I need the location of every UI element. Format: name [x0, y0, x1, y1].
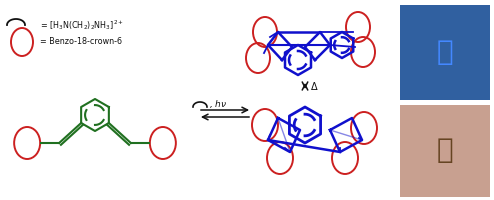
Text: 🦋: 🦋 [437, 38, 453, 66]
Text: = Benzo-18-crown-6: = Benzo-18-crown-6 [40, 38, 122, 46]
Text: , $h\nu$: , $h\nu$ [209, 98, 227, 110]
Text: = $[\mathrm{H_3N(CH_2)_2NH_3}]^{2+}$: = $[\mathrm{H_3N(CH_2)_2NH_3}]^{2+}$ [40, 18, 124, 32]
Text: $\Delta$: $\Delta$ [310, 80, 319, 92]
Text: 🦋: 🦋 [437, 136, 453, 164]
FancyBboxPatch shape [400, 5, 490, 100]
FancyBboxPatch shape [400, 105, 490, 197]
